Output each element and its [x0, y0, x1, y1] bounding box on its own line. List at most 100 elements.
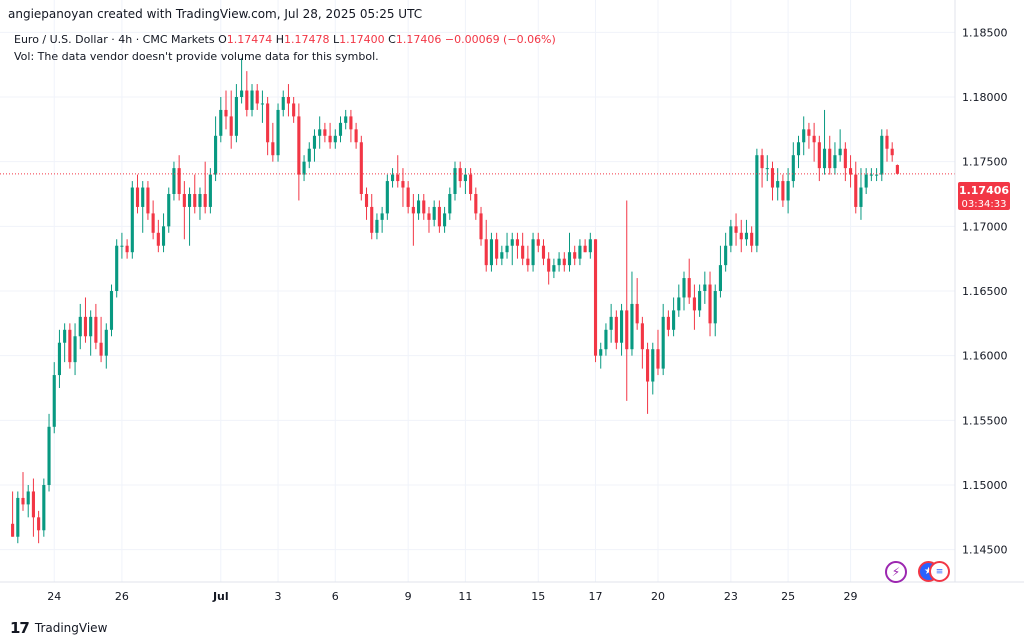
- candle-body: [146, 187, 150, 214]
- candle-body: [510, 239, 514, 246]
- candle-body: [432, 206, 436, 220]
- candle-body: [469, 174, 473, 194]
- candle-body: [578, 245, 582, 259]
- candle-body: [885, 135, 889, 149]
- candle-body: [666, 316, 670, 330]
- candle-body: [609, 316, 613, 330]
- us-flag-icon[interactable]: ≡: [929, 561, 950, 582]
- candle-body: [328, 135, 332, 143]
- x-tick-label: 3: [275, 590, 282, 603]
- candle-body: [661, 316, 665, 369]
- candle-body: [161, 226, 166, 246]
- candle-body: [63, 329, 67, 343]
- candle-body: [224, 109, 228, 117]
- candle-body: [234, 97, 238, 136]
- y-tick-label: 1.18500: [962, 26, 1008, 39]
- footer-branding[interactable]: 17 TradingView: [10, 619, 107, 637]
- candle-body: [411, 206, 415, 214]
- candle-body: [245, 90, 249, 110]
- candle-body: [718, 265, 722, 291]
- candle-body: [875, 174, 879, 176]
- candle-body: [453, 168, 457, 194]
- candle-body: [47, 426, 51, 485]
- candle-body: [495, 239, 499, 259]
- candle-body: [151, 213, 155, 233]
- candle-body: [396, 174, 400, 182]
- candle-body: [276, 109, 280, 156]
- candle-body: [390, 174, 395, 182]
- time-axis[interactable]: 24 26 Jul 3 6 9 11 15 17 20 23 25 29: [47, 590, 857, 603]
- candle-body: [864, 174, 868, 188]
- candle-body: [380, 213, 384, 220]
- candle-body: [307, 148, 311, 162]
- candle-body: [266, 103, 270, 143]
- candle-body: [437, 206, 441, 227]
- candle-body: [11, 523, 15, 537]
- candle-body: [583, 245, 587, 253]
- candle-body: [802, 129, 806, 143]
- candle-body: [83, 316, 88, 337]
- candle-body: [573, 252, 577, 259]
- candle-body: [682, 278, 686, 298]
- candle-body: [255, 90, 259, 104]
- candle-body: [765, 168, 769, 170]
- x-tick-label: 25: [781, 590, 795, 603]
- candle-body: [198, 194, 202, 207]
- high-value: 1.17478: [284, 33, 330, 46]
- x-tick-label: 11: [458, 590, 472, 603]
- candle-body: [406, 187, 410, 207]
- price-axis[interactable]: 1.18500 1.18000 1.17500 1.17000 1.16500 1.160…: [962, 26, 1008, 556]
- candle-body: [167, 194, 171, 227]
- y-tick-label: 1.17000: [962, 220, 1008, 233]
- candle-body: [807, 129, 811, 136]
- x-tick-label: 20: [651, 590, 665, 603]
- candle-body: [713, 291, 717, 324]
- candle-body: [99, 342, 103, 356]
- candle-body: [292, 103, 296, 117]
- candle-body: [37, 517, 41, 531]
- author-credit: angiepanoyan created with TradingView.co…: [8, 7, 423, 21]
- candle-body: [135, 187, 140, 207]
- candle-body: [21, 497, 25, 505]
- y-tick-label: 1.18000: [962, 91, 1008, 104]
- candle-body: [104, 329, 108, 356]
- x-tick-label: 23: [724, 590, 738, 603]
- candle-body: [880, 135, 884, 175]
- candle-body: [141, 187, 145, 207]
- candle-body: [687, 278, 691, 298]
- candle-body: [854, 174, 858, 207]
- low-value: 1.17400: [339, 33, 385, 46]
- candle-body: [57, 342, 62, 376]
- candle-body: [52, 375, 56, 427]
- candle-body: [646, 349, 650, 382]
- candle-body: [640, 323, 644, 350]
- candle-body: [593, 239, 598, 356]
- candle-body: [651, 349, 655, 382]
- candle-body: [89, 316, 93, 337]
- brand-name: TradingView: [34, 621, 108, 635]
- close-label: C: [388, 33, 396, 46]
- candle-body: [796, 142, 801, 156]
- candle-body: [109, 291, 114, 330]
- candle-body: [562, 258, 566, 266]
- candle-body: [73, 336, 77, 363]
- candle-body: [781, 181, 785, 201]
- candle-body: [240, 90, 244, 97]
- symbol-description[interactable]: Euro / U.S. Dollar · 4h · CMC Markets: [14, 33, 215, 46]
- lightning-icon[interactable]: ⚡: [885, 561, 907, 583]
- candle-body: [250, 90, 254, 110]
- candle-body: [359, 142, 363, 194]
- candle-body: [599, 349, 603, 356]
- candle-body: [812, 135, 816, 143]
- candle-body: [16, 497, 20, 537]
- candle-body: [312, 135, 317, 149]
- candle-body: [895, 165, 899, 174]
- candle-body: [417, 200, 421, 214]
- candle-body: [78, 316, 82, 337]
- ohlc-legend: Euro / U.S. Dollar · 4h · CMC Markets O1…: [14, 33, 556, 46]
- candle-body: [635, 303, 639, 324]
- candle-body: [557, 258, 561, 266]
- candle-body: [484, 239, 488, 266]
- candle-body: [203, 194, 207, 207]
